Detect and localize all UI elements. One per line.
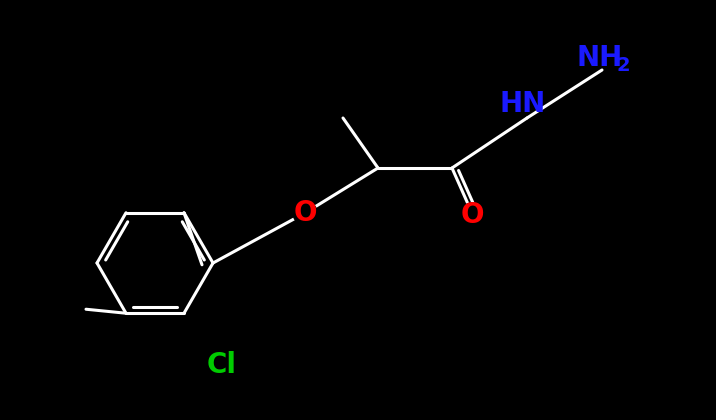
Text: O: O: [294, 199, 316, 227]
Text: HN: HN: [500, 90, 546, 118]
Text: NH: NH: [577, 44, 623, 72]
Circle shape: [293, 201, 317, 225]
Circle shape: [460, 203, 484, 227]
Text: Cl: Cl: [207, 351, 237, 379]
Text: 2: 2: [617, 55, 631, 74]
Text: O: O: [460, 201, 484, 229]
